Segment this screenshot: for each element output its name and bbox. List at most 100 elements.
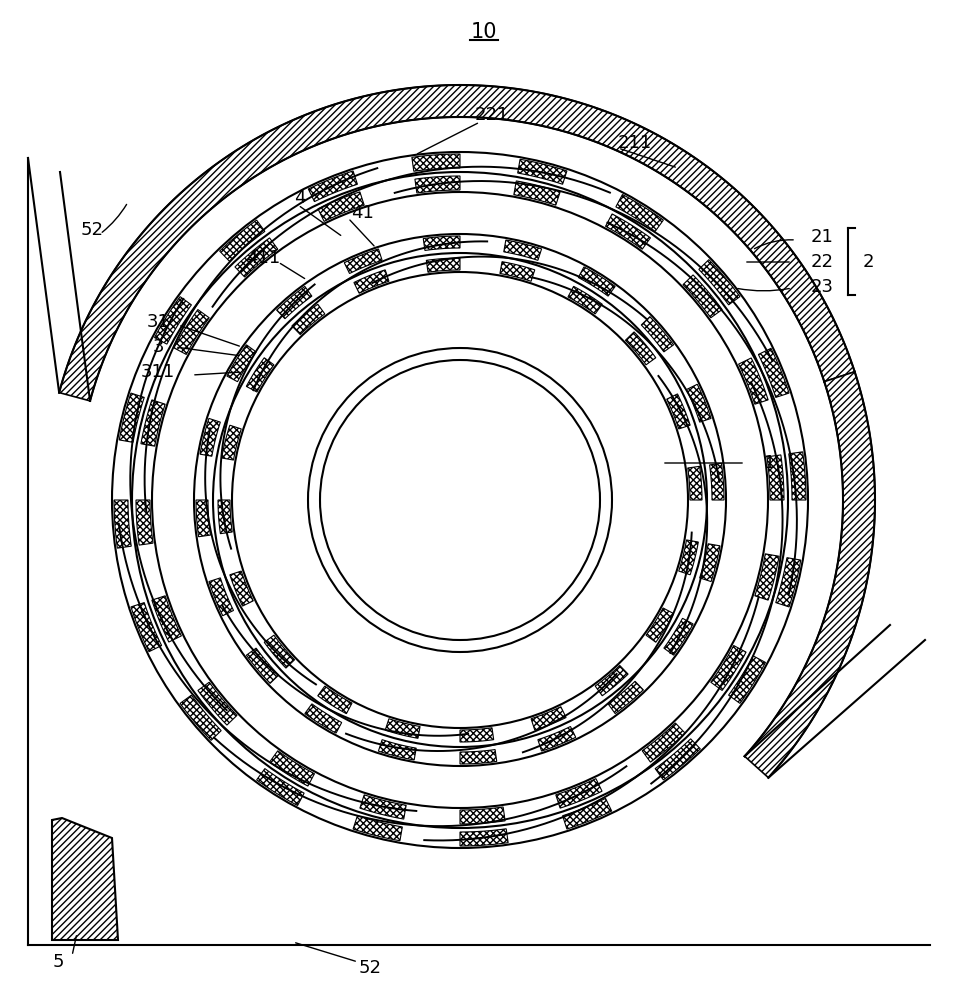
Polygon shape <box>229 571 254 606</box>
Polygon shape <box>360 795 407 819</box>
Polygon shape <box>426 258 460 272</box>
Polygon shape <box>562 798 612 829</box>
Text: 2: 2 <box>862 253 874 271</box>
Polygon shape <box>52 818 118 940</box>
Polygon shape <box>415 176 460 193</box>
Polygon shape <box>531 707 566 730</box>
Text: 21: 21 <box>810 228 833 246</box>
Polygon shape <box>136 500 153 545</box>
Text: 4: 4 <box>294 189 306 207</box>
Polygon shape <box>767 455 784 500</box>
Polygon shape <box>460 829 508 846</box>
Text: 52: 52 <box>358 959 381 977</box>
Polygon shape <box>595 665 628 696</box>
Text: 411: 411 <box>246 249 280 267</box>
Polygon shape <box>679 540 698 575</box>
Polygon shape <box>277 286 312 319</box>
Polygon shape <box>264 635 294 668</box>
Polygon shape <box>222 425 241 460</box>
Polygon shape <box>568 286 602 314</box>
Text: 1: 1 <box>765 454 775 472</box>
Polygon shape <box>625 332 655 365</box>
Text: 5: 5 <box>52 953 64 971</box>
Polygon shape <box>755 554 779 600</box>
Polygon shape <box>174 310 209 354</box>
Polygon shape <box>518 159 567 184</box>
Polygon shape <box>556 779 602 808</box>
Polygon shape <box>345 249 382 274</box>
Text: 23: 23 <box>810 278 833 296</box>
Polygon shape <box>257 769 304 805</box>
Polygon shape <box>318 686 352 714</box>
Polygon shape <box>578 267 616 296</box>
Polygon shape <box>499 262 534 281</box>
Polygon shape <box>141 400 166 446</box>
Text: 22: 22 <box>810 253 833 271</box>
Polygon shape <box>209 578 233 616</box>
Text: 52: 52 <box>80 221 104 239</box>
Polygon shape <box>686 384 711 422</box>
Polygon shape <box>247 648 279 683</box>
Text: 221: 221 <box>475 106 509 124</box>
Polygon shape <box>269 751 315 786</box>
Polygon shape <box>218 500 232 534</box>
Text: 31: 31 <box>146 313 169 331</box>
Polygon shape <box>385 719 420 738</box>
Polygon shape <box>246 358 274 392</box>
Polygon shape <box>775 558 801 607</box>
Polygon shape <box>758 348 789 397</box>
Polygon shape <box>378 740 416 760</box>
Polygon shape <box>460 750 497 764</box>
Polygon shape <box>642 723 685 762</box>
Polygon shape <box>683 275 722 318</box>
Text: 211: 211 <box>618 134 652 152</box>
Polygon shape <box>292 304 325 335</box>
Polygon shape <box>655 739 701 780</box>
Polygon shape <box>503 240 541 260</box>
Polygon shape <box>235 238 278 277</box>
Polygon shape <box>200 418 221 456</box>
Polygon shape <box>59 85 855 401</box>
Polygon shape <box>460 807 505 824</box>
Polygon shape <box>460 728 494 742</box>
Polygon shape <box>700 544 720 582</box>
Text: 41: 41 <box>350 204 374 222</box>
Polygon shape <box>687 466 702 500</box>
Polygon shape <box>667 394 690 429</box>
Polygon shape <box>646 608 674 642</box>
Polygon shape <box>616 195 663 231</box>
Polygon shape <box>309 171 357 202</box>
Polygon shape <box>608 681 644 714</box>
Polygon shape <box>119 393 144 442</box>
Polygon shape <box>180 695 221 740</box>
Polygon shape <box>699 260 740 305</box>
Text: 10: 10 <box>470 22 498 42</box>
Polygon shape <box>411 154 460 171</box>
Polygon shape <box>197 682 237 725</box>
Polygon shape <box>514 181 560 205</box>
Polygon shape <box>710 463 724 500</box>
Polygon shape <box>155 297 192 344</box>
Polygon shape <box>789 452 806 500</box>
Polygon shape <box>227 345 257 382</box>
Polygon shape <box>729 656 766 703</box>
Circle shape <box>320 360 600 640</box>
Polygon shape <box>641 317 674 352</box>
Polygon shape <box>744 372 875 778</box>
Polygon shape <box>196 500 210 537</box>
Polygon shape <box>152 596 181 642</box>
Polygon shape <box>739 358 769 404</box>
Polygon shape <box>423 236 460 250</box>
Polygon shape <box>354 270 389 293</box>
Text: 3: 3 <box>152 338 164 356</box>
Polygon shape <box>305 704 342 733</box>
Text: 311: 311 <box>141 363 175 381</box>
Polygon shape <box>606 214 650 249</box>
Polygon shape <box>353 816 403 841</box>
Polygon shape <box>538 726 576 751</box>
Polygon shape <box>114 500 132 548</box>
Polygon shape <box>664 618 693 655</box>
Polygon shape <box>131 603 162 652</box>
Polygon shape <box>220 220 265 261</box>
Polygon shape <box>711 646 746 690</box>
